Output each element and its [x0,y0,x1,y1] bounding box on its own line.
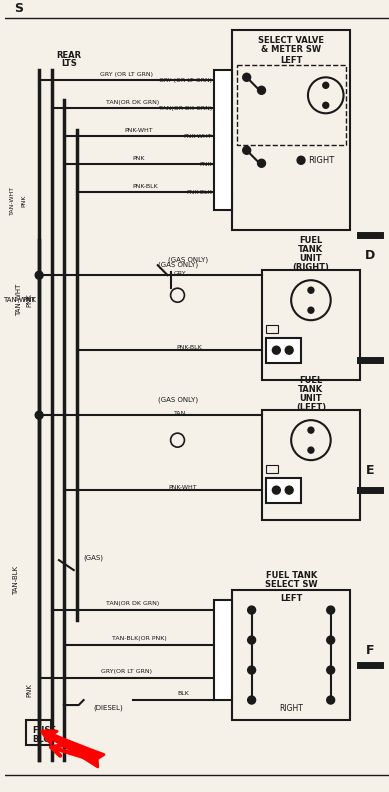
Circle shape [323,82,329,88]
Circle shape [248,666,256,674]
Text: TAN(OR DK GRN): TAN(OR DK GRN) [107,100,159,105]
Bar [26,720,51,745]
Circle shape [258,159,265,167]
Text: RIGHT: RIGHT [308,156,334,165]
Text: GRY(OR LT GRN): GRY(OR LT GRN) [101,668,152,673]
Bar [214,70,232,210]
Circle shape [297,156,305,164]
Text: TAN: TAN [174,411,186,416]
Bar [232,30,350,230]
Text: LTS: LTS [61,59,77,68]
Bar [266,478,301,503]
Text: PNK: PNK [22,194,27,207]
Text: FUEL: FUEL [299,375,322,385]
Text: TANK: TANK [298,245,324,253]
Text: PNK-BLK: PNK-BLK [176,345,202,350]
Text: PNK-BLK: PNK-BLK [186,190,212,195]
Text: (GAS ONLY): (GAS ONLY) [158,397,198,403]
Text: TAN(OR DK GRN): TAN(OR DK GRN) [159,106,212,111]
Text: F: F [366,644,375,657]
Text: SELECT VALVE: SELECT VALVE [258,36,324,45]
Text: (DIESEL): (DIESEL) [93,705,123,711]
Text: PNK: PNK [26,683,32,697]
Bar [266,465,278,473]
Text: UNIT: UNIT [300,394,322,402]
Circle shape [285,346,293,354]
Text: & METER SW: & METER SW [261,45,321,54]
Text: UNIT: UNIT [300,253,322,263]
Text: (GAS): (GAS) [84,555,103,562]
Text: FUEL TANK: FUEL TANK [266,570,317,580]
Text: LEFT: LEFT [280,55,302,65]
Text: REAR: REAR [56,51,81,60]
Circle shape [308,427,314,433]
Circle shape [248,636,256,644]
Text: TANK: TANK [298,385,324,394]
Circle shape [35,271,43,280]
Circle shape [323,102,329,109]
Circle shape [308,287,314,293]
Bar [266,338,301,364]
Text: PNK-WHT: PNK-WHT [168,485,197,489]
Text: (LEFT): (LEFT) [296,402,326,412]
Circle shape [258,86,265,94]
Circle shape [327,636,335,644]
Text: TAN-BLK(OR PNK): TAN-BLK(OR PNK) [112,635,166,641]
Text: GRY (OR LT GRN): GRY (OR LT GRN) [100,72,153,77]
Circle shape [327,696,335,704]
Circle shape [243,74,251,82]
Circle shape [272,486,280,494]
Text: SELECT SW: SELECT SW [265,580,317,588]
Text: PNK: PNK [133,156,145,161]
Text: PNK: PNK [22,297,36,303]
Text: GRY (OR LT GRN): GRY (OR LT GRN) [159,78,212,83]
Bar [237,65,345,145]
Bar [261,410,360,520]
Text: PNK-WHT: PNK-WHT [124,128,153,133]
Circle shape [243,147,251,154]
Text: TAN-WHT: TAN-WHT [10,185,15,215]
Text: PNK: PNK [200,162,212,167]
Circle shape [308,447,314,453]
Circle shape [327,666,335,674]
Text: BLOC: BLOC [32,734,56,744]
Text: TAN-WHT: TAN-WHT [16,284,23,316]
Text: TAN-BLK: TAN-BLK [14,565,19,595]
Bar [232,590,350,720]
Bar [266,326,278,333]
Text: PNK-BLK: PNK-BLK [133,184,158,188]
Text: (GAS ONLY): (GAS ONLY) [158,262,198,268]
Text: FUSE: FUSE [32,725,56,734]
Bar [261,270,360,380]
Circle shape [35,411,43,419]
Circle shape [327,606,335,614]
Text: GRY: GRY [173,271,186,276]
Text: (RIGHT): (RIGHT) [293,263,329,272]
Text: (GAS ONLY): (GAS ONLY) [168,257,208,264]
Text: D: D [365,249,375,261]
Circle shape [248,696,256,704]
Text: TAN-WHT: TAN-WHT [3,297,35,303]
Text: BLK: BLK [177,691,189,695]
Text: FUEL: FUEL [299,236,322,245]
Text: S: S [14,2,23,15]
Text: TAN(OR DK GRN): TAN(OR DK GRN) [107,600,159,606]
Bar [214,600,232,700]
Text: E: E [366,463,375,477]
Circle shape [285,486,293,494]
Text: RIGHT: RIGHT [279,703,303,713]
Circle shape [308,307,314,313]
Text: PNK-WHT: PNK-WHT [184,134,212,139]
Circle shape [248,606,256,614]
Circle shape [272,346,280,354]
Text: PNK: PNK [26,293,32,307]
Text: LEFT: LEFT [280,593,302,603]
